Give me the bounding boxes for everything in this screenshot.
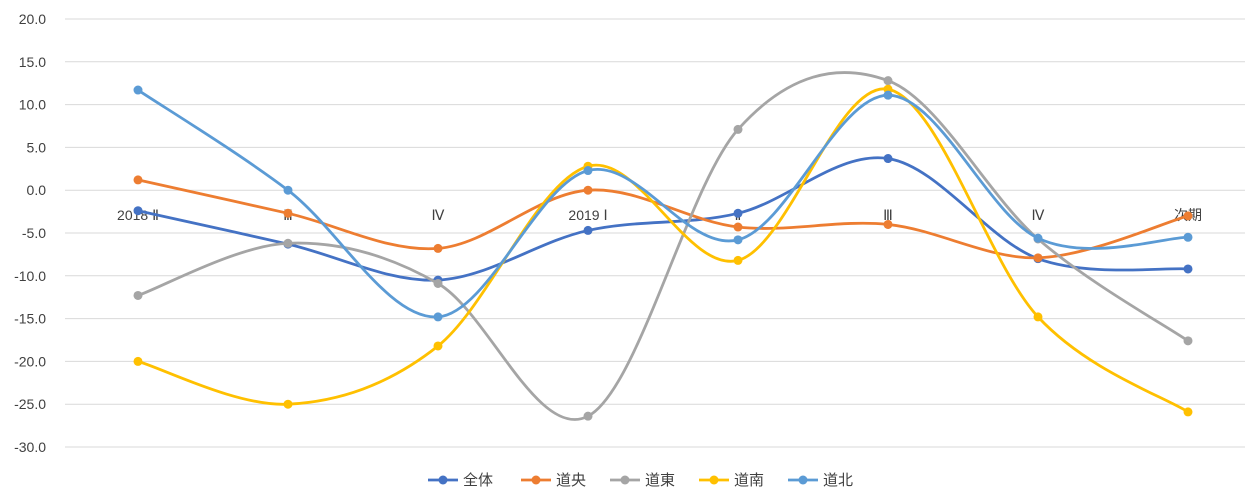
data-point: [733, 235, 743, 245]
data-point: [433, 243, 443, 253]
data-point: [283, 238, 293, 248]
data-point: [733, 222, 743, 232]
data-point: [583, 225, 593, 235]
series-line: [136, 87, 1190, 414]
data-point: [433, 341, 443, 351]
legend-item: 道北: [788, 472, 853, 488]
y-tick-label: -10.0: [14, 268, 46, 284]
data-point: [1033, 312, 1043, 322]
legend-item: 道東: [610, 472, 675, 488]
data-point: [733, 124, 743, 134]
data-point: [1033, 253, 1043, 263]
legend: 全体 道央 道東 道南 道北: [428, 471, 853, 488]
data-point: [583, 166, 593, 176]
legend-item: 道南: [699, 472, 764, 488]
series-line: [136, 71, 1190, 421]
legend-dot-marker: [798, 475, 808, 485]
data-point: [133, 175, 143, 185]
data-point: [1183, 407, 1193, 417]
series-line: [136, 88, 1190, 319]
data-point: [1183, 264, 1193, 274]
legend-item: 全体: [428, 471, 493, 488]
x-tick-label: Ⅳ: [1032, 207, 1045, 223]
data-point: [283, 185, 293, 195]
series-line: [136, 178, 1190, 260]
legend-label: 道央: [556, 472, 586, 488]
y-tick-label: -25.0: [14, 396, 46, 412]
data-point: [883, 219, 893, 229]
data-point: [583, 411, 593, 421]
data-point: [733, 255, 743, 265]
y-tick-label: 10.0: [19, 97, 46, 113]
y-tick-label: 5.0: [27, 139, 47, 155]
series-2: [133, 175, 1193, 263]
legend-dot-marker: [709, 475, 719, 485]
y-tick-label: 15.0: [19, 54, 46, 70]
data-point: [133, 290, 143, 300]
data-point: [1183, 211, 1193, 221]
y-axis-tick-labels: 20.0 15.0 10.0 5.0 0.0 -5.0 -10.0 -15.0 -20.0 -25…: [14, 11, 46, 455]
legend-dot-marker: [438, 475, 448, 485]
x-tick-label: Ⅲ: [883, 207, 893, 223]
data-point: [133, 85, 143, 95]
series-5: [133, 85, 1193, 322]
data-point: [583, 185, 593, 195]
legend-label: 道南: [734, 472, 764, 488]
data-point: [1183, 336, 1193, 346]
legend-label: 道北: [823, 472, 853, 488]
data-point: [433, 279, 443, 289]
x-tick-label: Ⅳ: [432, 207, 445, 223]
data-point: [883, 90, 893, 100]
data-point: [433, 312, 443, 322]
data-point: [883, 154, 893, 164]
y-tick-label: -30.0: [14, 439, 46, 455]
legend-label: 道東: [645, 472, 675, 488]
series-lines: [133, 71, 1193, 421]
data-point: [133, 206, 143, 216]
y-tick-label: -20.0: [14, 353, 46, 369]
x-tick-label: 2019 Ⅰ: [568, 207, 607, 223]
series-line: [136, 156, 1190, 282]
legend-dot-marker: [620, 475, 630, 485]
gridlines: [65, 18, 1245, 448]
y-tick-label: -15.0: [14, 311, 46, 327]
legend-item: 道央: [521, 472, 586, 488]
series-4: [133, 84, 1193, 417]
data-point: [283, 399, 293, 409]
data-point: [133, 356, 143, 366]
legend-dot-marker: [531, 475, 541, 485]
data-point: [733, 208, 743, 218]
data-point: [883, 76, 893, 86]
legend-label: 全体: [463, 471, 493, 488]
data-point: [283, 208, 293, 218]
y-tick-label: -5.0: [22, 225, 46, 241]
y-tick-label: 20.0: [19, 11, 46, 27]
y-tick-label: 0.0: [27, 182, 47, 198]
data-point: [1033, 233, 1043, 243]
data-point: [1183, 232, 1193, 242]
